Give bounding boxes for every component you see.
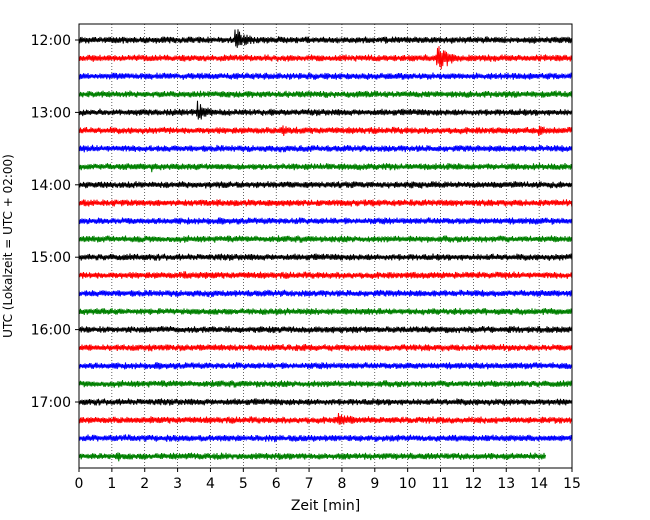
trace-1545 bbox=[78, 307, 573, 316]
y-tick-label: 15:00 bbox=[31, 250, 71, 266]
x-tick-label: 8 bbox=[337, 476, 346, 492]
trace-1500 bbox=[78, 253, 573, 261]
x-tick-label: 13 bbox=[497, 476, 515, 492]
trace-1245 bbox=[78, 90, 573, 99]
x-tick-label: 4 bbox=[206, 476, 215, 492]
trace-1615 bbox=[78, 343, 573, 352]
trace-1430 bbox=[78, 217, 573, 225]
trace-1345 bbox=[78, 162, 573, 173]
trace-1230 bbox=[78, 72, 573, 80]
y-tick-label: 14:00 bbox=[31, 178, 71, 194]
x-tick-label: 7 bbox=[305, 476, 314, 492]
trace-1530 bbox=[78, 289, 573, 298]
vertical-gridlines bbox=[111, 24, 540, 468]
x-tick-label: 5 bbox=[239, 476, 248, 492]
trace-1215 bbox=[78, 46, 573, 70]
trace-1300 bbox=[78, 100, 573, 120]
x-axis: 0 1 2 3 4 5 6 7 8 9 10 11 12 13 14 15 bbox=[75, 468, 581, 492]
trace-1315 bbox=[78, 125, 573, 136]
x-tick-label: 11 bbox=[432, 476, 450, 492]
trace-1445 bbox=[78, 235, 573, 243]
x-tick-label: 15 bbox=[563, 476, 581, 492]
trace-1715 bbox=[78, 413, 573, 425]
x-tick-label: 3 bbox=[173, 476, 182, 492]
x-tick-label: 9 bbox=[370, 476, 379, 492]
trace-1700 bbox=[78, 398, 573, 406]
trace-1600 bbox=[78, 325, 573, 334]
x-tick-label: 6 bbox=[272, 476, 281, 492]
y-tick-label: 17:00 bbox=[31, 395, 71, 411]
x-tick-label: 2 bbox=[140, 476, 149, 492]
x-tick-label: 14 bbox=[530, 476, 548, 492]
trace-1645 bbox=[78, 380, 573, 388]
plot-frame bbox=[78, 23, 573, 469]
trace-1330 bbox=[78, 144, 573, 153]
trace-1630 bbox=[78, 362, 573, 370]
trace-1745 bbox=[78, 452, 546, 462]
trace-1415 bbox=[78, 199, 573, 207]
x-tick-label: 12 bbox=[464, 476, 482, 492]
x-tick-label: 10 bbox=[399, 476, 417, 492]
trace-1400 bbox=[78, 181, 573, 189]
y-axis-label: UTC (Lokalzeit = UTC + 02:00) bbox=[1, 154, 15, 338]
x-tick-label: 1 bbox=[107, 476, 116, 492]
x-axis-label: Zeit [min] bbox=[291, 498, 360, 514]
seismic-traces bbox=[78, 29, 573, 462]
x-tick-label: 0 bbox=[75, 476, 84, 492]
trace-1200 bbox=[78, 29, 573, 48]
y-tick-label: 13:00 bbox=[31, 105, 71, 121]
trace-1730 bbox=[78, 434, 573, 443]
trace-1515 bbox=[78, 271, 573, 280]
y-tick-label: 12:00 bbox=[31, 33, 71, 49]
y-axis: 12:00 13:00 14:00 15:00 16:00 17:00 bbox=[31, 33, 79, 411]
y-tick-label: 16:00 bbox=[31, 323, 71, 339]
